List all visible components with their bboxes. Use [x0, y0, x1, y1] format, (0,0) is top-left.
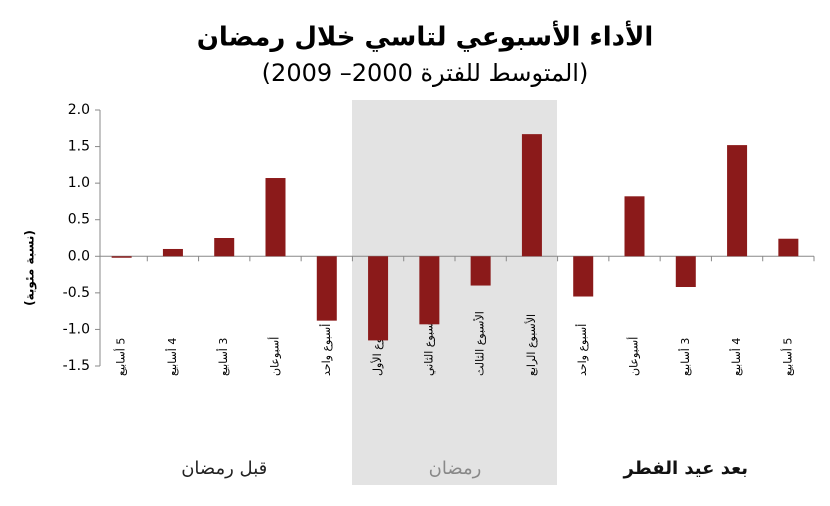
chart-subtitle: (المتوسط للفترة 2000– 2009)	[262, 59, 589, 87]
bar	[111, 256, 132, 258]
y-tick-label: 1.0	[68, 175, 90, 191]
y-tick-label: 1.5	[68, 139, 90, 155]
group-label: رمضان	[429, 458, 482, 479]
y-axis-label: (نسبة مئوية)	[23, 230, 38, 306]
bar	[162, 248, 183, 257]
y-tick-label: -0.5	[63, 285, 90, 301]
group-label: قبل رمضان	[181, 458, 267, 479]
x-tick-label: أسبوع واحد	[319, 324, 333, 376]
bar	[214, 238, 235, 257]
x-tick-label: 4 أسابيع	[165, 338, 179, 376]
y-tick-label: 0.0	[68, 248, 90, 264]
bar	[778, 238, 799, 257]
bar	[316, 256, 337, 321]
chart-title: الأداء الأسبوعي لتاسي خلال رمضان	[197, 21, 654, 53]
x-tick-label: أسبوعان	[268, 337, 282, 376]
y-tick-label: 2.0	[68, 102, 90, 118]
bar	[470, 256, 491, 286]
bar	[727, 145, 748, 257]
x-tick-label: الأسبوع الرابع	[524, 314, 538, 376]
x-tick-label: الأسبوع الثالث	[473, 311, 487, 376]
y-tick-label: -1.0	[63, 321, 90, 337]
bar	[624, 196, 645, 257]
x-tick-label: 3 أسابيع	[678, 338, 692, 376]
x-tick-label: 5 أسابيع	[780, 338, 794, 376]
bar	[573, 256, 594, 297]
bar	[419, 256, 440, 325]
group-label: بعد عيد الفطر	[623, 458, 749, 479]
x-tick-label: الأسبوع الثاني	[421, 313, 435, 376]
x-tick-label: أسبوع واحد	[575, 324, 589, 376]
y-tick-label: 0.5	[68, 212, 90, 228]
x-tick-label: أسبوعان	[627, 337, 641, 376]
x-tick-label: 4 أسابيع	[729, 338, 743, 376]
x-tick-label: 5 أسابيع	[114, 338, 128, 376]
bar	[265, 178, 286, 257]
bar	[521, 134, 542, 257]
bar	[675, 256, 696, 288]
x-tick-label: 3 أسابيع	[216, 338, 230, 376]
y-tick-label: -1.5	[63, 358, 90, 374]
bar	[368, 256, 389, 341]
